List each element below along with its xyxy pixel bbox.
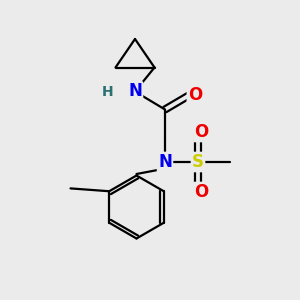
Text: O: O: [188, 85, 202, 103]
Text: N: N: [158, 153, 172, 171]
Text: O: O: [194, 183, 209, 201]
Text: S: S: [192, 153, 204, 171]
Text: N: N: [128, 82, 142, 100]
Text: O: O: [194, 123, 209, 141]
Text: H: H: [102, 85, 114, 98]
